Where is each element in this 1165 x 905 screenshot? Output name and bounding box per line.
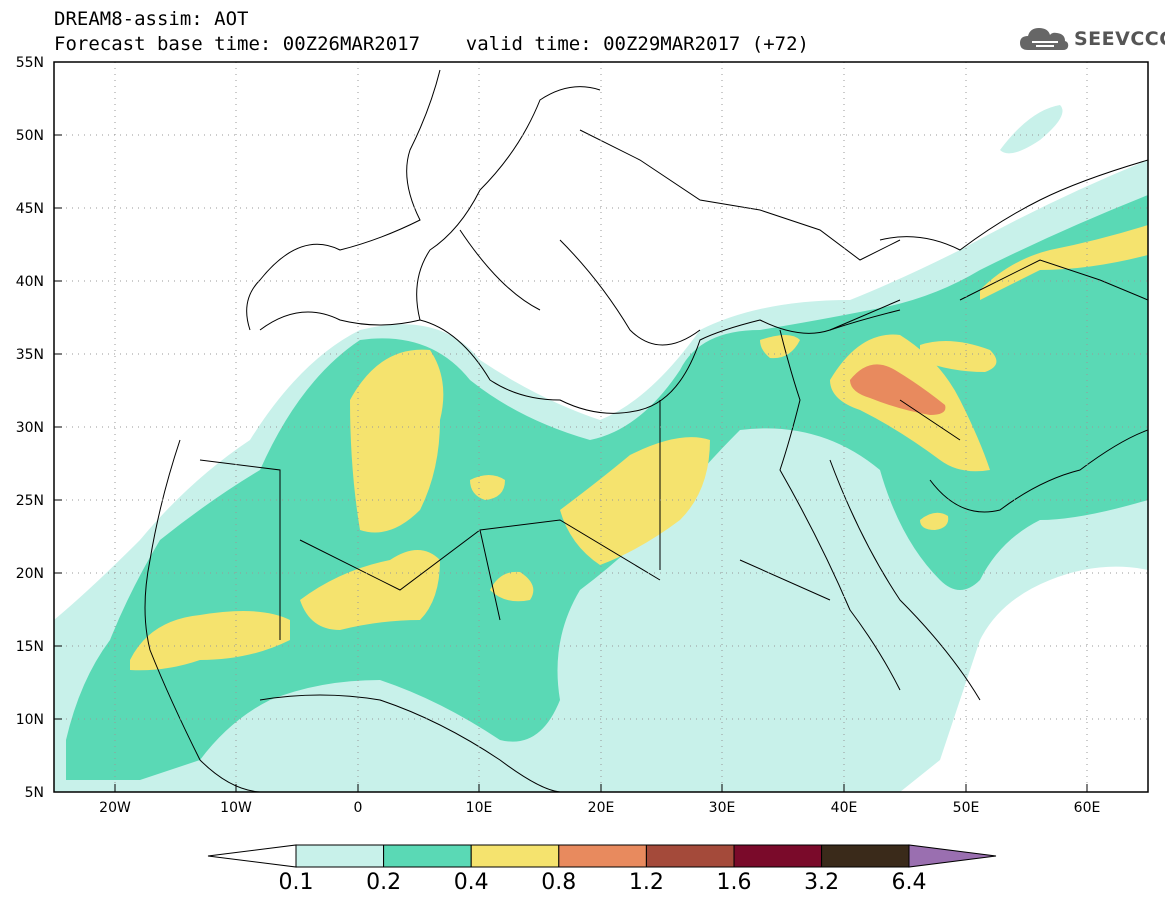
lat-label: 25N (16, 493, 44, 509)
colorbar-label: 0.1 (278, 870, 314, 895)
colorbar-arrow-right (908, 844, 997, 868)
logo-text: SEEVCCC (1074, 28, 1165, 50)
lat-label: 35N (16, 347, 44, 363)
aot-level-0.4 (980, 225, 1148, 300)
colorbar-label: 1.6 (716, 870, 752, 895)
lon-label: 10W (220, 800, 252, 816)
colorbar-label: 0.4 (453, 870, 489, 895)
colorbar-arrow-left (207, 844, 297, 868)
lon-label: 60E (1074, 800, 1101, 816)
lat-label: 5N (25, 785, 44, 801)
seevccc-logo: SEEVCCC (1018, 24, 1165, 54)
colorbar-segment (383, 844, 472, 868)
colorbar-label: 0.8 (541, 870, 577, 895)
lat-label: 50N (16, 128, 44, 144)
lat-label: 20N (16, 566, 44, 582)
graticule (54, 62, 1148, 792)
lat-label: 15N (16, 639, 44, 655)
aot-level-0.4 (130, 611, 290, 671)
lon-label: 50E (953, 800, 980, 816)
aot-level-0.8 (850, 364, 946, 415)
cloud-icon (1020, 28, 1069, 50)
aot-level-0.1 (1000, 105, 1063, 154)
aot-level-0.4 (490, 571, 534, 602)
coastlines (144, 69, 1148, 792)
colorbar-segment (645, 844, 735, 868)
aot-level-0.4 (760, 335, 800, 359)
lon-label: 20E (588, 800, 615, 816)
aot-level-0.4 (470, 475, 505, 500)
forecast-time-line: Forecast base time: 00Z26MAR2017 valid t… (54, 33, 809, 55)
colorbar-segment (295, 844, 385, 868)
lat-label: 30N (16, 420, 44, 436)
aot-level-0.4 (350, 349, 444, 533)
lon-label: 10E (466, 800, 493, 816)
colorbar-segment (821, 844, 910, 868)
lat-label: 45N (16, 201, 44, 217)
lat-label: 10N (16, 712, 44, 728)
map-frame (53, 61, 1149, 793)
aot-level-0.4 (300, 550, 440, 630)
map-title: DREAM8-assim: AOT (54, 8, 249, 30)
lat-label: 40N (16, 274, 44, 290)
colorbar-label: 0.2 (366, 870, 402, 895)
colorbar-label: 3.2 (804, 870, 840, 895)
colorbar-segment (558, 844, 647, 868)
lat-label: 55N (16, 55, 44, 71)
aot-level-0.4 (920, 512, 949, 530)
latitude-labels: 55N 50N 45N 40N 35N 30N 25N 20N 15N 10N … (16, 55, 44, 801)
colorbar (207, 844, 997, 868)
colorbar-segment (733, 844, 823, 868)
colorbar-label: 1.2 (628, 870, 664, 895)
aot-level-0.4 (920, 341, 997, 372)
aot-level-0.4 (560, 437, 710, 565)
lon-label: 0 (354, 800, 363, 816)
longitude-labels: 20W 10W 0 10E 20E 30E 40E 50E 60E (99, 800, 1100, 816)
colorbar-label: 6.4 (891, 870, 927, 895)
lon-label: 20W (99, 800, 131, 816)
colorbar-segment (470, 844, 560, 868)
lon-label: 40E (831, 800, 858, 816)
lon-label: 30E (709, 800, 736, 816)
